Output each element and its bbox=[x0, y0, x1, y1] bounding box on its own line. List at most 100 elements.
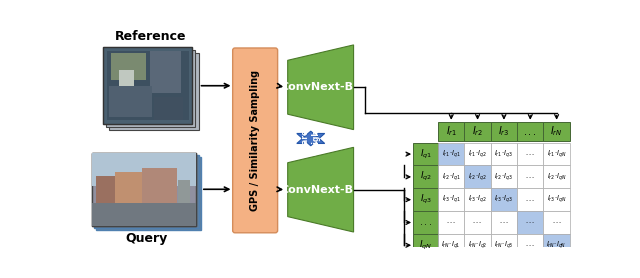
FancyBboxPatch shape bbox=[92, 203, 196, 226]
Text: $I_{r1}\!\cdot\!I_{q1}$: $I_{r1}\!\cdot\!I_{q1}$ bbox=[442, 148, 461, 160]
FancyBboxPatch shape bbox=[233, 48, 278, 233]
Text: $I_{r1}\!\cdot\!I_{q3}$: $I_{r1}\!\cdot\!I_{q3}$ bbox=[495, 148, 513, 160]
FancyBboxPatch shape bbox=[103, 47, 193, 124]
FancyBboxPatch shape bbox=[179, 180, 190, 218]
Text: shared
weights: shared weights bbox=[301, 121, 321, 155]
FancyBboxPatch shape bbox=[106, 50, 195, 127]
Text: $I_{rN}\!\cdot\!I_{qN}$: $I_{rN}\!\cdot\!I_{qN}$ bbox=[547, 240, 567, 251]
FancyBboxPatch shape bbox=[517, 211, 543, 234]
Text: $I_{r1}\!\cdot\!I_{qN}$: $I_{r1}\!\cdot\!I_{qN}$ bbox=[547, 148, 566, 160]
Text: $I_{r1}\!\cdot\!I_{q2}$: $I_{r1}\!\cdot\!I_{q2}$ bbox=[468, 148, 487, 160]
Text: $I_{q2}$: $I_{q2}$ bbox=[420, 170, 431, 183]
FancyBboxPatch shape bbox=[491, 143, 517, 165]
FancyBboxPatch shape bbox=[491, 122, 517, 141]
FancyBboxPatch shape bbox=[150, 51, 180, 93]
Text: $I_{rN}$: $I_{rN}$ bbox=[550, 125, 563, 138]
FancyBboxPatch shape bbox=[413, 165, 438, 188]
FancyBboxPatch shape bbox=[517, 122, 543, 141]
FancyBboxPatch shape bbox=[115, 172, 142, 218]
FancyBboxPatch shape bbox=[517, 143, 543, 165]
Text: $I_{r2}$: $I_{r2}$ bbox=[472, 125, 483, 138]
FancyBboxPatch shape bbox=[543, 143, 570, 165]
Text: $I_{q1}$: $I_{q1}$ bbox=[420, 148, 432, 161]
FancyBboxPatch shape bbox=[109, 86, 152, 116]
FancyBboxPatch shape bbox=[111, 53, 146, 80]
FancyBboxPatch shape bbox=[96, 157, 201, 230]
FancyBboxPatch shape bbox=[413, 143, 438, 165]
Text: Reference: Reference bbox=[115, 29, 187, 43]
FancyBboxPatch shape bbox=[92, 153, 196, 226]
Text: $I_{r3}\!\cdot\!I_{q2}$: $I_{r3}\!\cdot\!I_{q2}$ bbox=[468, 194, 487, 205]
FancyBboxPatch shape bbox=[413, 188, 438, 211]
Text: $...$: $...$ bbox=[525, 151, 536, 157]
FancyBboxPatch shape bbox=[543, 165, 570, 188]
FancyBboxPatch shape bbox=[517, 165, 543, 188]
Text: $I_{r3}\!\cdot\!I_{qN}$: $I_{r3}\!\cdot\!I_{qN}$ bbox=[547, 194, 566, 205]
FancyBboxPatch shape bbox=[465, 165, 491, 188]
Text: $I_{r2}\!\cdot\!I_{q3}$: $I_{r2}\!\cdot\!I_{q3}$ bbox=[495, 171, 513, 183]
FancyBboxPatch shape bbox=[465, 143, 491, 165]
Text: $...$: $...$ bbox=[525, 219, 536, 225]
FancyBboxPatch shape bbox=[103, 47, 193, 124]
Text: $I_{r2}\!\cdot\!I_{q2}$: $I_{r2}\!\cdot\!I_{q2}$ bbox=[468, 171, 487, 183]
FancyBboxPatch shape bbox=[94, 155, 198, 228]
FancyBboxPatch shape bbox=[517, 188, 543, 211]
FancyBboxPatch shape bbox=[465, 211, 491, 234]
Text: $I_{q3}$: $I_{q3}$ bbox=[420, 193, 432, 206]
Text: $I_{r3}$: $I_{r3}$ bbox=[498, 125, 509, 138]
FancyBboxPatch shape bbox=[438, 188, 465, 211]
Text: $I_{rN}\!\cdot\!I_{q1}$: $I_{rN}\!\cdot\!I_{q1}$ bbox=[442, 240, 461, 251]
FancyBboxPatch shape bbox=[107, 51, 189, 120]
FancyBboxPatch shape bbox=[491, 165, 517, 188]
FancyBboxPatch shape bbox=[438, 211, 465, 234]
Text: Query: Query bbox=[125, 232, 168, 245]
FancyBboxPatch shape bbox=[438, 165, 465, 188]
FancyBboxPatch shape bbox=[119, 70, 134, 86]
Text: $...$: $...$ bbox=[499, 219, 509, 225]
FancyBboxPatch shape bbox=[543, 188, 570, 211]
Text: $I_{r2}\!\cdot\!I_{qN}$: $I_{r2}\!\cdot\!I_{qN}$ bbox=[547, 171, 566, 183]
FancyBboxPatch shape bbox=[92, 153, 196, 226]
Text: $...$: $...$ bbox=[419, 218, 432, 227]
FancyBboxPatch shape bbox=[142, 168, 177, 218]
Text: $I_{rN}\!\cdot\!I_{q2}$: $I_{rN}\!\cdot\!I_{q2}$ bbox=[468, 240, 487, 251]
FancyBboxPatch shape bbox=[465, 122, 491, 141]
FancyBboxPatch shape bbox=[109, 53, 198, 130]
Text: $...$: $...$ bbox=[525, 174, 536, 180]
Text: $I_{r1}$: $I_{r1}$ bbox=[445, 125, 457, 138]
FancyBboxPatch shape bbox=[95, 176, 115, 218]
Text: $...$: $...$ bbox=[472, 219, 483, 225]
Text: $...$: $...$ bbox=[525, 197, 536, 203]
FancyBboxPatch shape bbox=[154, 97, 183, 120]
FancyBboxPatch shape bbox=[465, 188, 491, 211]
FancyBboxPatch shape bbox=[413, 234, 438, 257]
Text: $...$: $...$ bbox=[446, 219, 456, 225]
FancyBboxPatch shape bbox=[465, 234, 491, 257]
Polygon shape bbox=[297, 131, 324, 146]
FancyBboxPatch shape bbox=[92, 153, 196, 186]
Text: $I_{r3}\!\cdot\!I_{q1}$: $I_{r3}\!\cdot\!I_{q1}$ bbox=[442, 194, 461, 205]
FancyBboxPatch shape bbox=[543, 234, 570, 257]
Text: $...$: $...$ bbox=[524, 126, 537, 136]
FancyBboxPatch shape bbox=[413, 211, 438, 234]
Polygon shape bbox=[288, 45, 353, 130]
Text: $...$: $...$ bbox=[552, 219, 562, 225]
FancyBboxPatch shape bbox=[491, 234, 517, 257]
FancyBboxPatch shape bbox=[491, 188, 517, 211]
FancyBboxPatch shape bbox=[438, 122, 465, 141]
FancyBboxPatch shape bbox=[438, 234, 465, 257]
Text: $I_{r2}\!\cdot\!I_{q1}$: $I_{r2}\!\cdot\!I_{q1}$ bbox=[442, 171, 461, 183]
FancyBboxPatch shape bbox=[543, 122, 570, 141]
FancyBboxPatch shape bbox=[543, 211, 570, 234]
Text: ConvNext-B: ConvNext-B bbox=[281, 82, 354, 92]
FancyBboxPatch shape bbox=[438, 143, 465, 165]
Text: $I_{rN}\!\cdot\!I_{q3}$: $I_{rN}\!\cdot\!I_{q3}$ bbox=[494, 240, 514, 251]
Text: GPS / Similarity Sampling: GPS / Similarity Sampling bbox=[250, 70, 260, 211]
Text: ConvNext-B: ConvNext-B bbox=[281, 185, 354, 195]
FancyBboxPatch shape bbox=[517, 234, 543, 257]
Text: $I_{r3}\!\cdot\!I_{q3}$: $I_{r3}\!\cdot\!I_{q3}$ bbox=[495, 194, 513, 205]
Text: $...$: $...$ bbox=[525, 242, 536, 248]
Polygon shape bbox=[288, 147, 353, 232]
FancyBboxPatch shape bbox=[491, 211, 517, 234]
Text: $I_{qN}$: $I_{qN}$ bbox=[419, 239, 432, 252]
